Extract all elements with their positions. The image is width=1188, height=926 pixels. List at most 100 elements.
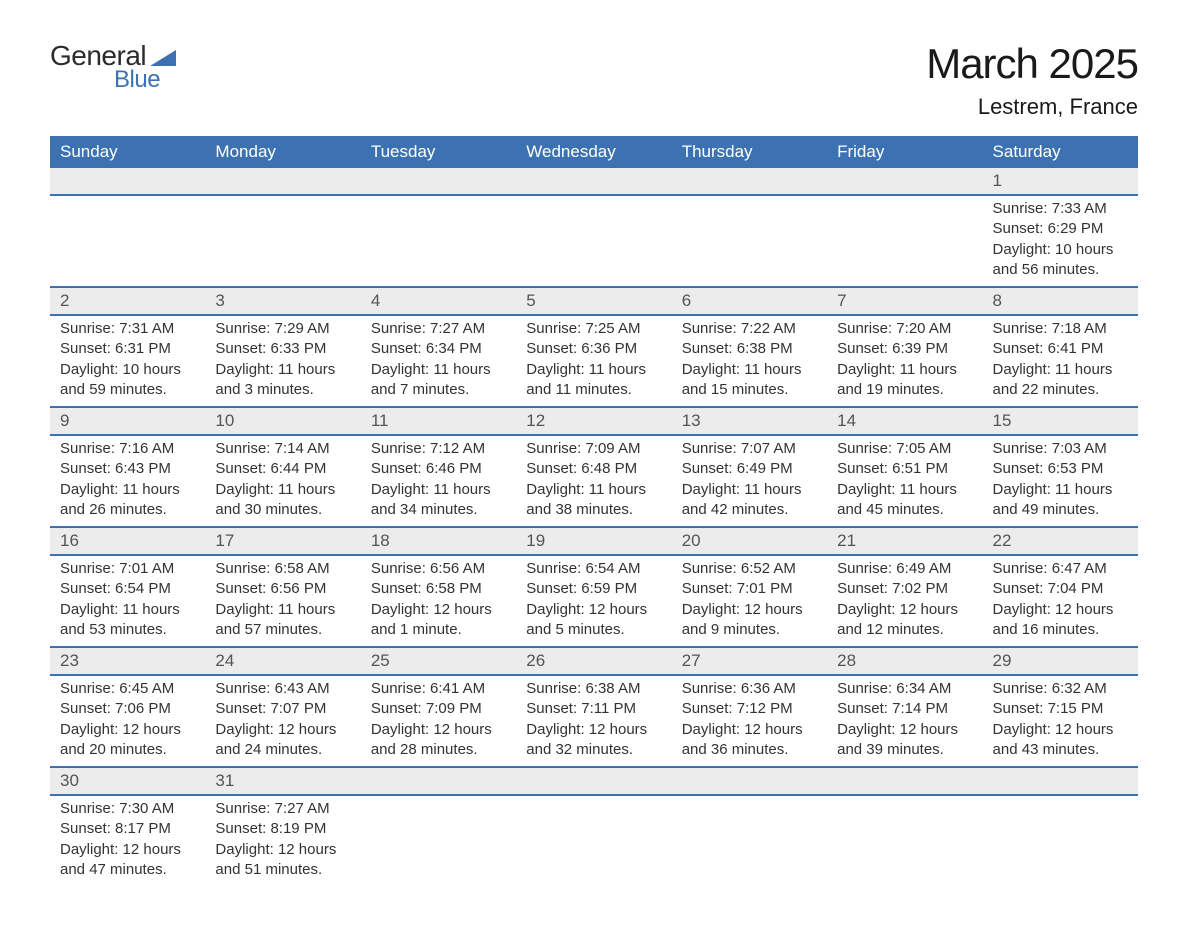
sunrise-text: Sunrise: 6:54 AM [526, 559, 661, 579]
empty-cell [516, 168, 671, 195]
daylight-text: Daylight: 11 hours and 26 minutes. [60, 480, 195, 521]
day-cell: Sunrise: 6:41 AMSunset: 7:09 PMDaylight:… [361, 675, 516, 767]
sunrise-text: Sunrise: 6:58 AM [215, 559, 350, 579]
calendar-body: 1Sunrise: 7:33 AMSunset: 6:29 PMDaylight… [50, 168, 1138, 886]
empty-cell [983, 767, 1138, 795]
day-number: 16 [50, 527, 205, 555]
title-block: March 2025 Lestrem, France [926, 40, 1138, 120]
daylight-text: Daylight: 12 hours and 12 minutes. [837, 600, 972, 641]
day-cell: Sunrise: 7:31 AMSunset: 6:31 PMDaylight:… [50, 315, 205, 407]
day-number: 9 [50, 407, 205, 435]
empty-cell [672, 795, 827, 886]
day-number: 24 [205, 647, 360, 675]
day-number: 6 [672, 287, 827, 315]
day-cell: Sunrise: 6:32 AMSunset: 7:15 PMDaylight:… [983, 675, 1138, 767]
sunrise-text: Sunrise: 7:27 AM [371, 319, 506, 339]
daylight-text: Daylight: 12 hours and 20 minutes. [60, 720, 195, 761]
sunset-text: Sunset: 6:33 PM [215, 339, 350, 359]
sunrise-text: Sunrise: 7:25 AM [526, 319, 661, 339]
day-number: 21 [827, 527, 982, 555]
sunset-text: Sunset: 6:46 PM [371, 459, 506, 479]
day-number: 5 [516, 287, 671, 315]
sunset-text: Sunset: 6:36 PM [526, 339, 661, 359]
daylight-text: Daylight: 12 hours and 5 minutes. [526, 600, 661, 641]
col-header: Sunday [50, 136, 205, 168]
day-number: 14 [827, 407, 982, 435]
sunrise-text: Sunrise: 6:36 AM [682, 679, 817, 699]
logo: General Blue [50, 40, 176, 94]
day-cell: Sunrise: 6:36 AMSunset: 7:12 PMDaylight:… [672, 675, 827, 767]
day-cell: Sunrise: 7:18 AMSunset: 6:41 PMDaylight:… [983, 315, 1138, 407]
daylight-text: Daylight: 12 hours and 51 minutes. [215, 840, 350, 881]
empty-cell [361, 195, 516, 287]
sunset-text: Sunset: 7:12 PM [682, 699, 817, 719]
sunset-text: Sunset: 7:14 PM [837, 699, 972, 719]
sunrise-text: Sunrise: 7:30 AM [60, 799, 195, 819]
sunset-text: Sunset: 8:17 PM [60, 819, 195, 839]
calendar-table: Sunday Monday Tuesday Wednesday Thursday… [50, 136, 1138, 886]
sunset-text: Sunset: 7:11 PM [526, 699, 661, 719]
sunset-text: Sunset: 6:31 PM [60, 339, 195, 359]
empty-cell [361, 767, 516, 795]
sunset-text: Sunset: 6:44 PM [215, 459, 350, 479]
day-number-row: 2345678 [50, 287, 1138, 315]
sunrise-text: Sunrise: 7:12 AM [371, 439, 506, 459]
day-number: 17 [205, 527, 360, 555]
empty-cell [672, 168, 827, 195]
sunset-text: Sunset: 7:02 PM [837, 579, 972, 599]
day-number: 11 [361, 407, 516, 435]
daylight-text: Daylight: 12 hours and 43 minutes. [993, 720, 1128, 761]
day-cell: Sunrise: 7:01 AMSunset: 6:54 PMDaylight:… [50, 555, 205, 647]
day-number-row: 3031 [50, 767, 1138, 795]
daylight-text: Daylight: 11 hours and 53 minutes. [60, 600, 195, 641]
day-cell: Sunrise: 6:34 AMSunset: 7:14 PMDaylight:… [827, 675, 982, 767]
day-number: 8 [983, 287, 1138, 315]
empty-cell [516, 767, 671, 795]
sunset-text: Sunset: 7:06 PM [60, 699, 195, 719]
sunrise-text: Sunrise: 6:41 AM [371, 679, 506, 699]
daylight-text: Daylight: 12 hours and 28 minutes. [371, 720, 506, 761]
day-number: 19 [516, 527, 671, 555]
daylight-text: Daylight: 11 hours and 22 minutes. [993, 360, 1128, 401]
calendar-header-row: Sunday Monday Tuesday Wednesday Thursday… [50, 136, 1138, 168]
empty-cell [516, 195, 671, 287]
day-number: 13 [672, 407, 827, 435]
day-number: 3 [205, 287, 360, 315]
day-number: 25 [361, 647, 516, 675]
sunset-text: Sunset: 7:09 PM [371, 699, 506, 719]
logo-sail-icon [150, 46, 176, 66]
day-number: 1 [983, 168, 1138, 195]
empty-cell [205, 195, 360, 287]
sunset-text: Sunset: 6:43 PM [60, 459, 195, 479]
empty-cell [827, 168, 982, 195]
day-cell: Sunrise: 7:22 AMSunset: 6:38 PMDaylight:… [672, 315, 827, 407]
day-number: 23 [50, 647, 205, 675]
sunset-text: Sunset: 6:38 PM [682, 339, 817, 359]
sunset-text: Sunset: 6:39 PM [837, 339, 972, 359]
day-number: 4 [361, 287, 516, 315]
sunset-text: Sunset: 7:15 PM [993, 699, 1128, 719]
day-cell: Sunrise: 7:16 AMSunset: 6:43 PMDaylight:… [50, 435, 205, 527]
daylight-text: Daylight: 11 hours and 7 minutes. [371, 360, 506, 401]
day-number: 7 [827, 287, 982, 315]
sunrise-text: Sunrise: 6:49 AM [837, 559, 972, 579]
daylight-text: Daylight: 11 hours and 57 minutes. [215, 600, 350, 641]
day-number: 27 [672, 647, 827, 675]
day-number: 29 [983, 647, 1138, 675]
sunset-text: Sunset: 6:53 PM [993, 459, 1128, 479]
sunrise-text: Sunrise: 7:01 AM [60, 559, 195, 579]
sunset-text: Sunset: 6:59 PM [526, 579, 661, 599]
daylight-text: Daylight: 10 hours and 59 minutes. [60, 360, 195, 401]
sunset-text: Sunset: 6:34 PM [371, 339, 506, 359]
empty-cell [983, 795, 1138, 886]
daylight-text: Daylight: 12 hours and 36 minutes. [682, 720, 817, 761]
day-cell: Sunrise: 7:03 AMSunset: 6:53 PMDaylight:… [983, 435, 1138, 527]
day-cell: Sunrise: 7:25 AMSunset: 6:36 PMDaylight:… [516, 315, 671, 407]
day-data-row: Sunrise: 6:45 AMSunset: 7:06 PMDaylight:… [50, 675, 1138, 767]
daylight-text: Daylight: 12 hours and 47 minutes. [60, 840, 195, 881]
day-number: 26 [516, 647, 671, 675]
day-number: 18 [361, 527, 516, 555]
sunrise-text: Sunrise: 7:14 AM [215, 439, 350, 459]
daylight-text: Daylight: 11 hours and 19 minutes. [837, 360, 972, 401]
day-data-row: Sunrise: 7:16 AMSunset: 6:43 PMDaylight:… [50, 435, 1138, 527]
